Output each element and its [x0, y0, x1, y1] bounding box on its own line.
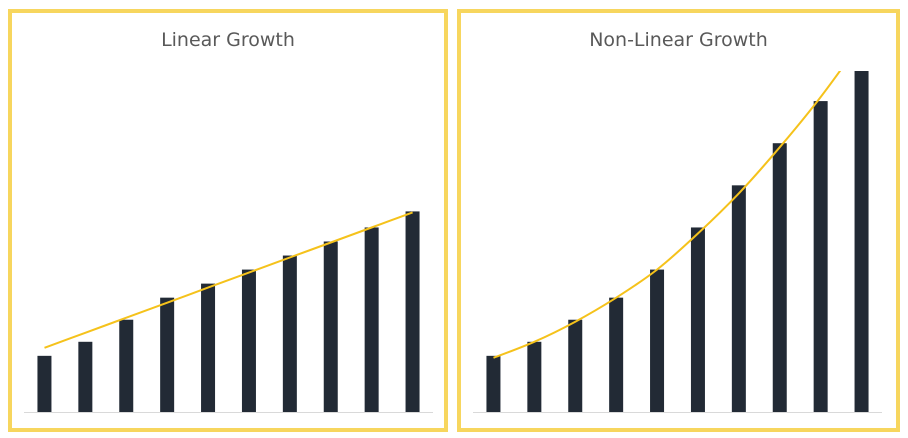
bar-linear-9	[364, 227, 379, 412]
bar-non-linear-3	[568, 319, 583, 412]
bar-linear-5	[201, 283, 216, 412]
bar-non-linear-7	[731, 185, 746, 412]
bar-non-linear-2	[527, 341, 542, 412]
bar-linear-3	[119, 319, 134, 412]
linear-growth-chart	[24, 211, 433, 413]
bar-linear-8	[323, 241, 338, 412]
chart-title-linear: Linear Growth	[161, 29, 295, 51]
bar-non-linear-9	[813, 101, 828, 413]
bar-non-linear-1	[486, 355, 501, 412]
bar-non-linear-6	[690, 227, 705, 412]
linear-growth-panel: Linear Growth	[8, 9, 448, 432]
trendline-non-linear	[493, 71, 842, 359]
bar-non-linear-8	[772, 143, 787, 412]
non-linear-growth-panel: Non-Linear Growth	[457, 9, 900, 432]
chart-title-non-linear: Non-Linear Growth	[589, 29, 768, 51]
bar-linear-10	[405, 211, 420, 412]
bar-non-linear-10	[854, 71, 869, 412]
bar-linear-7	[282, 255, 297, 412]
trendline-linear	[44, 211, 413, 349]
bar-non-linear-4	[609, 297, 624, 412]
non-linear-growth-chart	[473, 71, 882, 413]
bar-linear-1	[37, 355, 52, 412]
bar-linear-2	[78, 341, 93, 412]
bar-linear-6	[241, 269, 256, 412]
bar-linear-4	[160, 297, 175, 412]
bar-non-linear-5	[650, 269, 665, 412]
